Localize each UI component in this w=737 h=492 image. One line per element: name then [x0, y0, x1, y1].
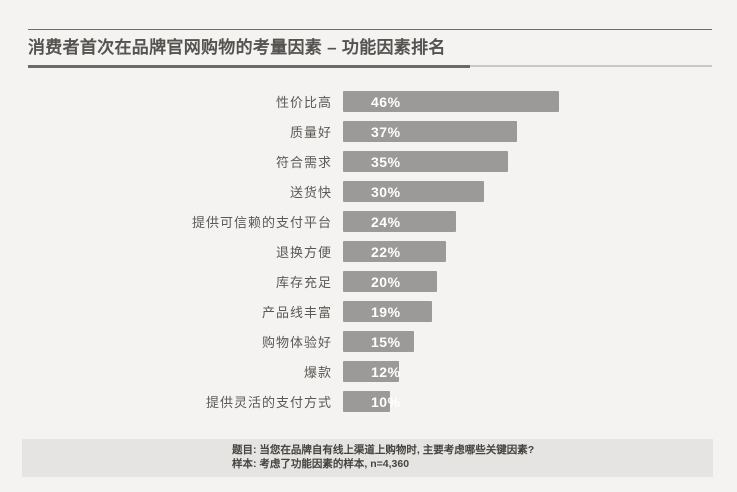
- header-bottom-rule-dark-segment: [28, 65, 470, 68]
- bar: 46%: [343, 91, 559, 112]
- bar: 22%: [343, 241, 446, 262]
- header-top-rule: [28, 29, 712, 30]
- bar-value-label: 12%: [371, 363, 401, 380]
- bar: 10%: [343, 391, 400, 412]
- bar-category-label: 产品线丰富: [261, 305, 332, 320]
- bar-category-label: 爆款: [303, 365, 332, 380]
- bar: 35%: [343, 151, 508, 172]
- bar: 24%: [343, 211, 456, 232]
- bar-value-label: 10%: [371, 393, 401, 410]
- bar-category-label: 提供灵活的支付方式: [205, 395, 332, 410]
- bar-category-label: 符合需求: [275, 155, 332, 170]
- bar-value-label: 30%: [371, 183, 401, 200]
- bar-row: 产品线丰富 19%: [0, 301, 737, 322]
- bar-value-label: 20%: [371, 273, 401, 290]
- page-title: 消费者首次在品牌官网购物的考量因素 – 功能因素排名: [28, 38, 446, 57]
- bar: 12%: [343, 361, 401, 382]
- bar-row: 送货快 30%: [0, 181, 737, 202]
- bar-value-label: 19%: [371, 303, 401, 320]
- bar-value-label: 24%: [371, 213, 401, 230]
- bar: 19%: [343, 301, 432, 322]
- bar-category-label: 性价比高: [275, 95, 332, 110]
- bar-row: 质量好 37%: [0, 121, 737, 142]
- bar-category-label: 购物体验好: [261, 335, 332, 350]
- header-bottom-rule: [28, 65, 712, 68]
- bar-chart: 性价比高 46% 质量好 37% 符合需求 35% 送货快 30% 提供可信赖的…: [0, 91, 737, 421]
- bar-category-label: 送货快: [289, 185, 332, 200]
- bar-row: 退换方便 22%: [0, 241, 737, 262]
- bar-row: 提供灵活的支付方式 10%: [0, 391, 737, 412]
- bar-value-label: 22%: [371, 243, 401, 260]
- bar-row: 爆款 12%: [0, 361, 737, 382]
- bar: 37%: [343, 121, 517, 142]
- bar-row: 符合需求 35%: [0, 151, 737, 172]
- bar-row: 购物体验好 15%: [0, 331, 737, 352]
- bar-category-label: 退换方便: [275, 245, 332, 260]
- bar-row: 性价比高 46%: [0, 91, 737, 112]
- bar-value-label: 15%: [371, 333, 401, 350]
- footer-note: 题目: 当您在品牌自有线上渠道上购物时, 主要考虑哪些关键因素? 样本: 考虑了…: [22, 439, 713, 477]
- footer-question-line: 题目: 当您在品牌自有线上渠道上购物时, 主要考虑哪些关键因素?: [232, 444, 535, 456]
- bar: 15%: [343, 331, 414, 352]
- bar-category-label: 质量好: [289, 125, 332, 140]
- bar-row: 提供可信赖的支付平台 24%: [0, 211, 737, 232]
- bar-category-label: 库存充足: [275, 275, 332, 290]
- bar-value-label: 37%: [371, 123, 401, 140]
- bar-value-label: 46%: [371, 93, 401, 110]
- bar: 30%: [343, 181, 484, 202]
- footer-sample-line: 样本: 考虑了功能因素的样本, n=4,360: [232, 457, 410, 470]
- bar-row: 库存充足 20%: [0, 271, 737, 292]
- bar-category-label: 提供可信赖的支付平台: [191, 215, 332, 230]
- bar: 20%: [343, 271, 437, 292]
- bar-value-label: 35%: [371, 153, 401, 170]
